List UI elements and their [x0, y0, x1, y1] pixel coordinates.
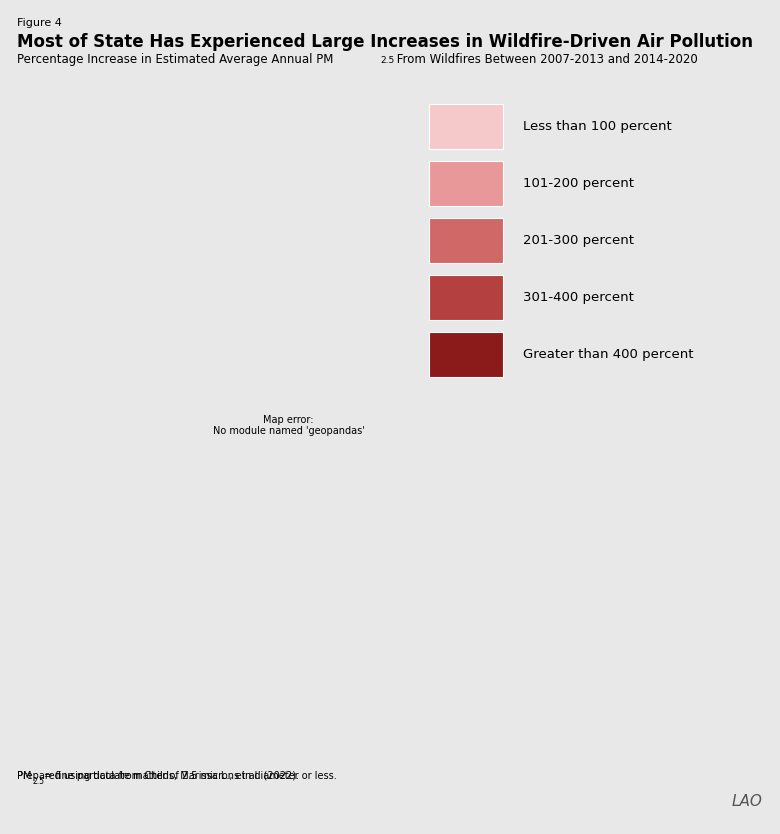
Text: LAO: LAO: [732, 794, 763, 809]
Bar: [429, 103, 503, 148]
Text: 101-200 percent: 101-200 percent: [523, 177, 634, 190]
Text: 301-400 percent: 301-400 percent: [523, 291, 634, 304]
Text: Greater than 400 percent: Greater than 400 percent: [523, 348, 693, 361]
Text: From Wildfires Between 2007-2013 and 2014-2020: From Wildfires Between 2007-2013 and 201…: [393, 53, 698, 66]
Text: PM: PM: [17, 771, 32, 781]
Text: Map error:
No module named 'geopandas': Map error: No module named 'geopandas': [213, 414, 364, 436]
Bar: [429, 218, 503, 263]
Text: Less than 100 percent: Less than 100 percent: [523, 120, 672, 133]
Text: Figure 4: Figure 4: [17, 18, 62, 28]
Text: 201-300 percent: 201-300 percent: [523, 234, 634, 247]
Text: Most of State Has Experienced Large Increases in Wildfire-Driven Air Pollution: Most of State Has Experienced Large Incr…: [17, 33, 753, 52]
Text: Prepared using data from Childs, Marissa L., et al. (2022).: Prepared using data from Childs, Marissa…: [17, 771, 300, 781]
Text: 2.5: 2.5: [381, 57, 395, 65]
Bar: [429, 161, 503, 206]
Text: 2.5: 2.5: [33, 777, 44, 786]
Text: = fine particulate matter of 2.5 microns in diameter or less.: = fine particulate matter of 2.5 microns…: [41, 771, 337, 781]
Bar: [429, 332, 503, 377]
Bar: [429, 275, 503, 320]
Text: Percentage Increase in Estimated Average Annual PM: Percentage Increase in Estimated Average…: [17, 53, 334, 66]
